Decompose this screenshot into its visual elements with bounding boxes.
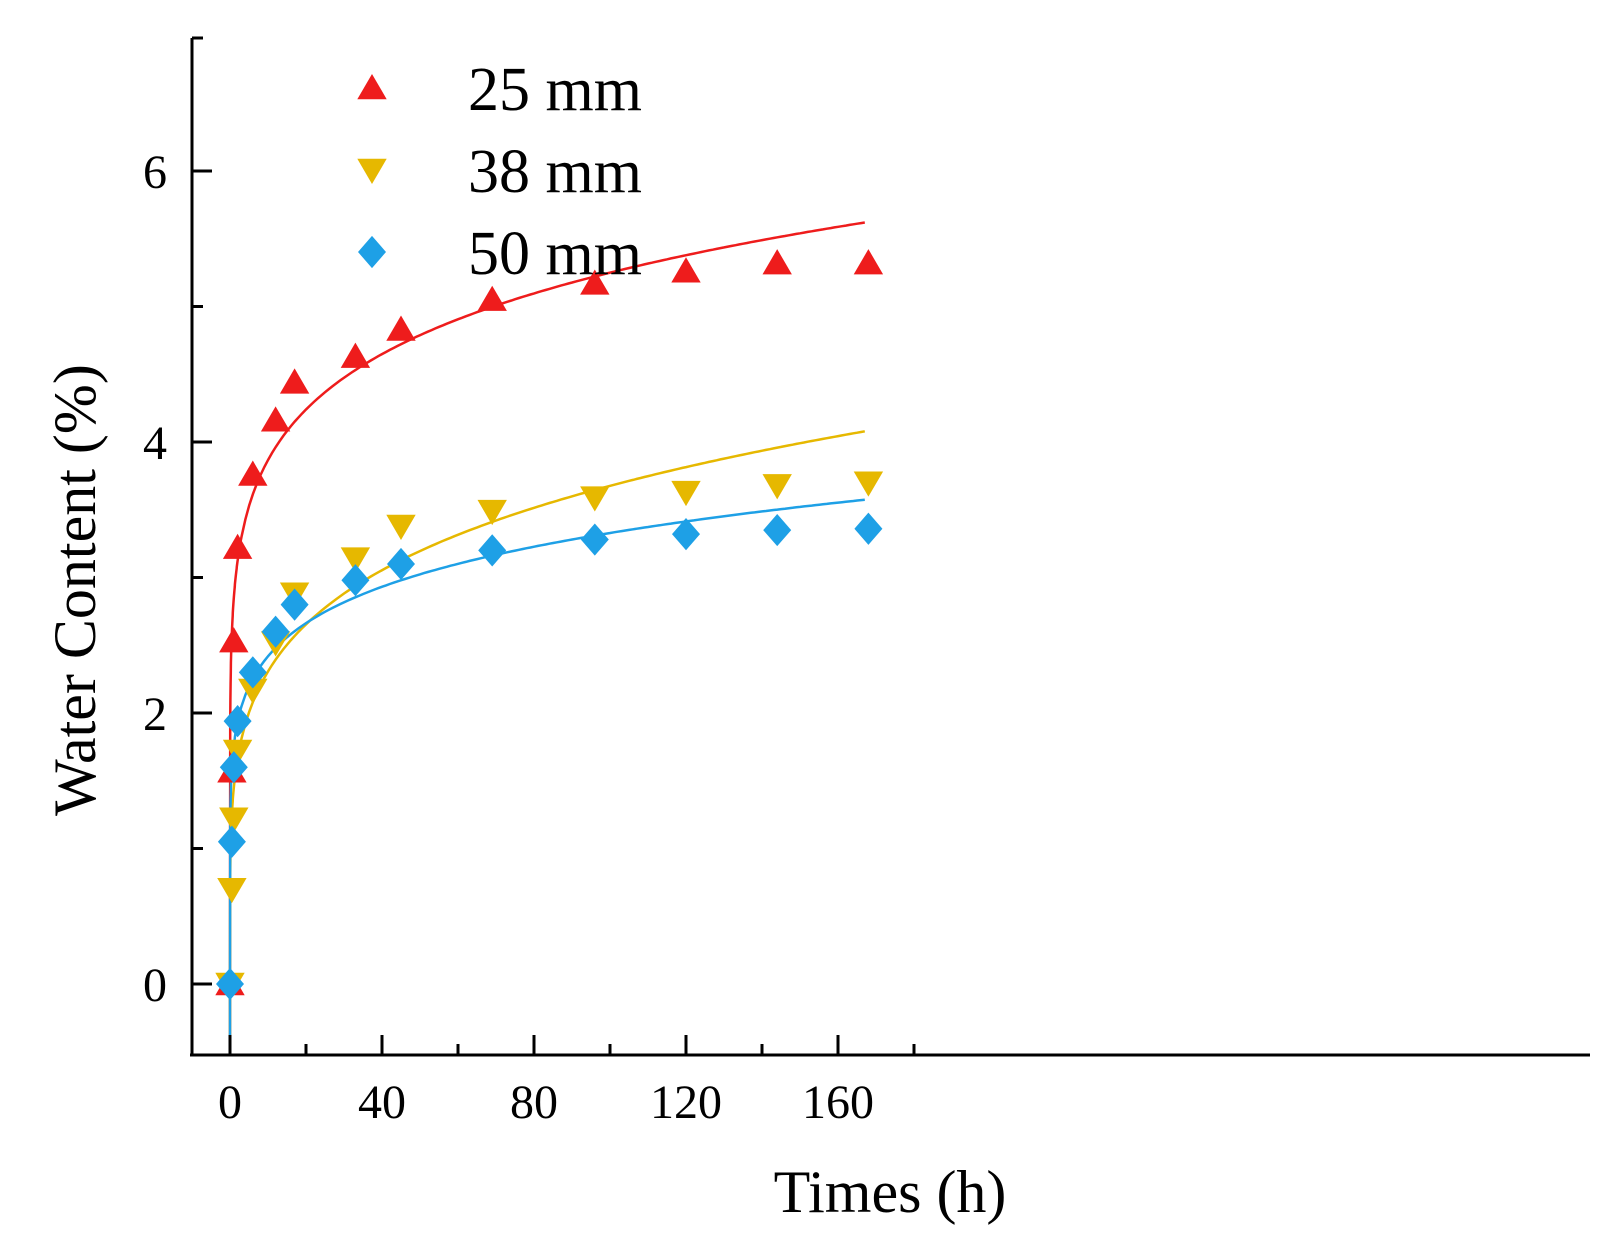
- data-point-50-mm: [217, 825, 246, 858]
- legend-marker-50-mm: [358, 235, 386, 269]
- data-point-50-mm: [261, 615, 290, 648]
- data-point-50-mm: [216, 967, 244, 1001]
- data-point-25-mm: [260, 406, 291, 432]
- data-point-38-mm: [222, 739, 253, 765]
- data-point-38-mm: [853, 471, 884, 497]
- y-ticks: 0 2 4 6: [143, 36, 212, 1012]
- data-point-50-mm: [223, 705, 252, 738]
- axes: [190, 38, 1590, 1057]
- data-point-25-mm: [222, 533, 253, 559]
- data-point-50-mm: [854, 512, 883, 545]
- data-point-50-mm: [219, 751, 248, 784]
- data-point-50-mm: [280, 588, 309, 621]
- x-tick-label: 80: [510, 1076, 558, 1129]
- data-point-50-mm: [387, 547, 415, 581]
- fit-curve-50-mm: [228, 498, 865, 1052]
- data-point-25-mm: [340, 342, 371, 368]
- data-point-50-mm: [763, 513, 792, 547]
- data-point-38-mm: [762, 474, 792, 500]
- x-tick-label: 40: [358, 1076, 406, 1129]
- data-point-25-mm: [477, 285, 507, 311]
- x-axis-title: Times (h): [774, 1159, 1007, 1225]
- data-point-50-mm: [341, 564, 370, 597]
- fit-curve-25-mm: [228, 221, 865, 1052]
- y-tick-label: 2: [143, 688, 167, 741]
- x-tick-label: 160: [802, 1076, 874, 1129]
- data-point-50-mm: [238, 656, 267, 689]
- data-point-25-mm: [219, 627, 249, 653]
- y-tick-label: 0: [143, 959, 167, 1012]
- data-point-50-mm: [672, 518, 700, 551]
- data-point-25-mm: [386, 315, 416, 341]
- x-tick-label: 120: [650, 1076, 722, 1129]
- data-point-38-mm: [477, 499, 507, 526]
- x-tick-label: 0: [218, 1076, 242, 1129]
- y-tick-label: 6: [143, 146, 167, 199]
- data-point-25-mm: [671, 257, 701, 283]
- data-point-25-mm: [238, 460, 268, 486]
- data-point-25-mm: [762, 249, 792, 275]
- legend: 25 mm 38 mm 50 mm: [357, 56, 642, 288]
- legend-marker-38-mm: [357, 158, 387, 184]
- y-axis-title: Water Content (%): [42, 364, 108, 816]
- data-point-38-mm: [217, 877, 247, 904]
- data-point-38-mm: [238, 678, 268, 704]
- y-tick-label: 4: [143, 417, 167, 470]
- data-point-25-mm: [853, 249, 884, 275]
- legend-label: 50 mm: [468, 220, 642, 288]
- data-point-38-mm: [580, 486, 610, 512]
- data-points: [215, 249, 884, 1001]
- data-point-38-mm: [219, 807, 249, 833]
- data-point-38-mm: [671, 480, 701, 507]
- x-ticks: 0 40 80 120 160: [218, 1035, 916, 1129]
- legend-marker-25-mm: [357, 74, 387, 100]
- fit-curves: [228, 221, 866, 1052]
- data-point-25-mm: [580, 269, 610, 295]
- legend-label: 38 mm: [468, 138, 642, 206]
- legend-label: 25 mm: [468, 56, 642, 124]
- data-point-25-mm: [279, 368, 310, 394]
- data-point-38-mm: [340, 547, 371, 573]
- data-point-38-mm: [386, 514, 416, 541]
- data-point-50-mm: [580, 523, 609, 556]
- data-point-50-mm: [478, 534, 507, 567]
